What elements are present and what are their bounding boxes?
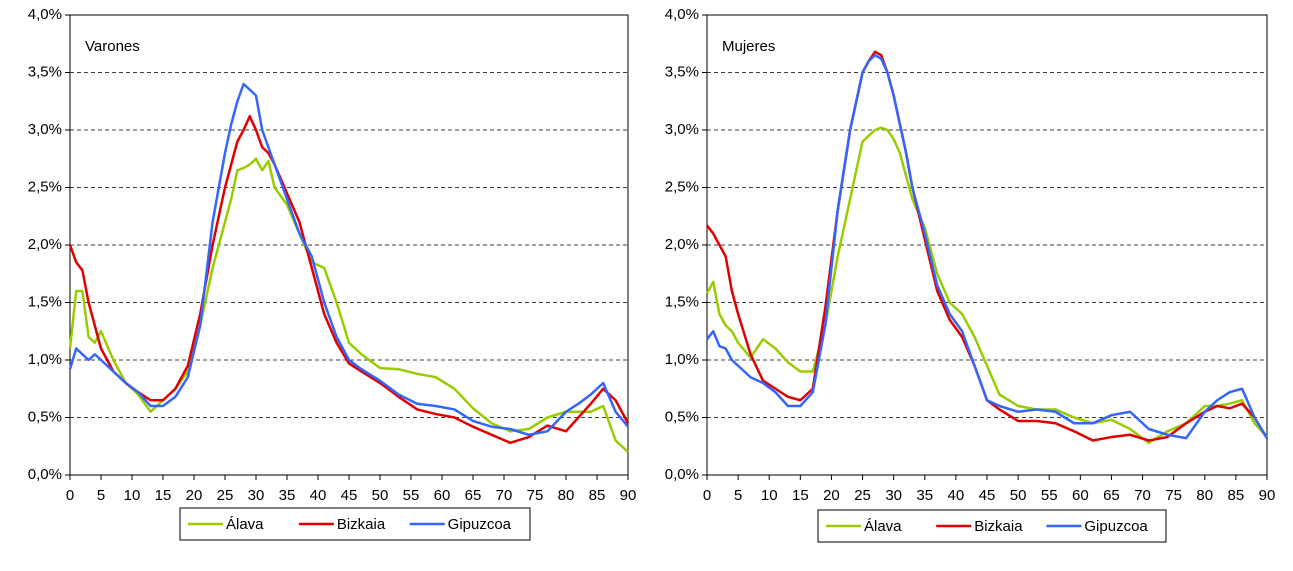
x-tick-label: 90 (1259, 487, 1276, 504)
x-tick-label: 60 (1072, 487, 1089, 504)
x-tick-label: 40 (310, 487, 327, 504)
x-tick-label: 5 (97, 487, 105, 504)
y-tick-label: 1,5% (28, 293, 62, 310)
x-tick-label: 70 (1134, 487, 1151, 504)
y-tick-label: 3,0% (28, 121, 62, 138)
x-tick-label: 15 (792, 487, 809, 504)
y-tick-label: 0,0% (28, 466, 62, 483)
y-tick-label: 2,5% (28, 178, 62, 195)
y-tick-label: 2,5% (665, 178, 699, 195)
y-tick-label: 2,0% (665, 236, 699, 253)
x-tick-label: 75 (1165, 487, 1182, 504)
x-tick-label: 50 (1010, 487, 1027, 504)
y-tick-label: 4,0% (665, 6, 699, 23)
x-tick-label: 55 (403, 487, 420, 504)
legend-label: Álava (226, 516, 264, 533)
y-tick-label: 2,0% (28, 236, 62, 253)
legend-label: Gipuzcoa (1084, 518, 1148, 535)
x-tick-label: 65 (1103, 487, 1120, 504)
x-tick-label: 5 (734, 487, 742, 504)
legend-label: Álava (864, 518, 902, 535)
x-tick-label: 45 (979, 487, 996, 504)
series-line (68, 82, 629, 436)
chart-title: Varones (85, 38, 140, 55)
y-tick-label: 0,5% (28, 408, 62, 425)
x-tick-label: 90 (620, 487, 637, 504)
x-tick-label: 60 (434, 487, 451, 504)
x-tick-label: 30 (885, 487, 902, 504)
y-tick-label: 1,0% (665, 351, 699, 368)
legend-label: Bizkaia (337, 516, 386, 533)
x-tick-label: 40 (948, 487, 965, 504)
x-tick-label: 85 (1228, 487, 1245, 504)
x-tick-label: 15 (155, 487, 172, 504)
series-line (68, 157, 629, 453)
x-tick-label: 65 (465, 487, 482, 504)
y-tick-label: 1,0% (28, 351, 62, 368)
x-tick-label: 35 (916, 487, 933, 504)
legend-label: Gipuzcoa (448, 516, 512, 533)
series-line (68, 114, 630, 445)
x-tick-label: 20 (186, 487, 203, 504)
y-tick-label: 3,0% (665, 121, 699, 138)
y-tick-label: 3,5% (28, 63, 62, 80)
legend-box (179, 507, 531, 541)
x-tick-label: 10 (761, 487, 778, 504)
x-tick-label: 25 (217, 487, 234, 504)
x-tick-label: 35 (279, 487, 296, 504)
legend-label: Bizkaia (974, 518, 1023, 535)
x-tick-label: 50 (372, 487, 389, 504)
x-tick-label: 45 (341, 487, 358, 504)
x-tick-label: 80 (1196, 487, 1213, 504)
x-tick-label: 0 (703, 487, 711, 504)
x-tick-label: 55 (1041, 487, 1058, 504)
x-tick-label: 10 (124, 487, 141, 504)
series-line (706, 54, 1269, 440)
x-tick-label: 70 (496, 487, 513, 504)
y-tick-label: 0,5% (665, 408, 699, 425)
chart-title: Mujeres (722, 38, 775, 55)
x-tick-label: 85 (589, 487, 606, 504)
series-line (705, 126, 1268, 445)
legend-box (817, 509, 1167, 543)
x-tick-label: 25 (854, 487, 871, 504)
x-tick-label: 80 (558, 487, 575, 504)
x-tick-label: 0 (66, 487, 74, 504)
x-tick-label: 20 (823, 487, 840, 504)
y-tick-label: 0,0% (665, 466, 699, 483)
y-tick-label: 3,5% (665, 63, 699, 80)
x-tick-label: 30 (248, 487, 265, 504)
series-line (706, 50, 1269, 442)
y-tick-label: 1,5% (665, 293, 699, 310)
x-tick-label: 75 (527, 487, 544, 504)
y-tick-label: 4,0% (28, 6, 62, 23)
